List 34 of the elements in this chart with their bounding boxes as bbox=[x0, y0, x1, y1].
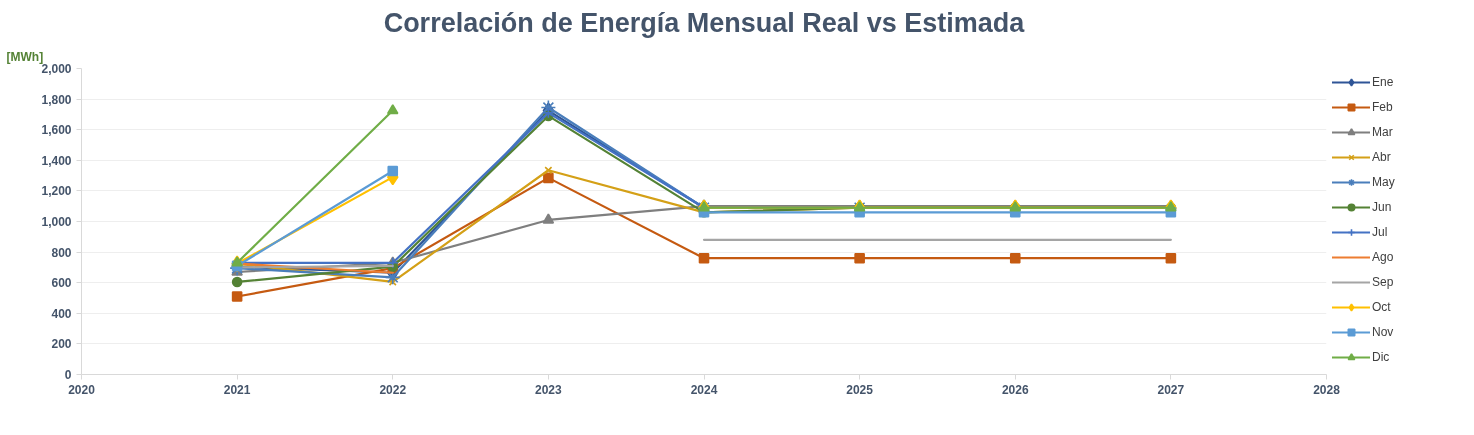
y-tick-label: 1,400 bbox=[41, 153, 72, 168]
x-tick-label: 2027 bbox=[1157, 382, 1185, 397]
y-tick-label: 0 bbox=[64, 368, 72, 382]
y-tick-label: 1,200 bbox=[41, 184, 72, 199]
y-tick-label: 2,000 bbox=[41, 62, 72, 76]
x-tick-label: 2022 bbox=[379, 382, 407, 397]
y-tick-label: 600 bbox=[51, 276, 72, 291]
legend-label: Jul bbox=[1372, 225, 1389, 239]
legend-label: Nov bbox=[1372, 325, 1394, 339]
chart-title: Correlación de Energía Mensual Real vs Estimada bbox=[383, 7, 1026, 38]
legend-label: Jun bbox=[1372, 200, 1392, 214]
legend-label: Sep bbox=[1372, 275, 1394, 289]
y-tick-label: 1,800 bbox=[41, 92, 72, 107]
x-tick-label: 2025 bbox=[846, 382, 874, 397]
y-tick-label: 1,600 bbox=[41, 123, 72, 138]
legend-label: Abr bbox=[1372, 150, 1392, 164]
legend-label: Ene bbox=[1372, 75, 1394, 89]
legend-label: Mar bbox=[1372, 125, 1393, 139]
legend-label: May bbox=[1372, 175, 1395, 189]
y-axis-title: [MWh] bbox=[6, 49, 44, 64]
x-tick-label: 2026 bbox=[1001, 382, 1029, 397]
y-tick-label: 200 bbox=[51, 337, 72, 352]
x-tick-label: 2023 bbox=[535, 382, 563, 397]
x-tick-label: 2020 bbox=[68, 382, 96, 397]
y-tick-label: 400 bbox=[51, 306, 72, 321]
legend-label: Dic bbox=[1372, 350, 1391, 364]
x-tick-label: 2024 bbox=[690, 382, 718, 397]
legend-label: Oct bbox=[1372, 300, 1392, 314]
x-tick-label: 2028 bbox=[1313, 382, 1341, 397]
y-tick-label: 1,000 bbox=[41, 215, 72, 229]
legend-label: Ago bbox=[1372, 250, 1394, 264]
x-tick-label: 2021 bbox=[223, 382, 251, 397]
legend-label: Feb bbox=[1372, 100, 1393, 114]
y-tick-label: 800 bbox=[51, 245, 72, 260]
